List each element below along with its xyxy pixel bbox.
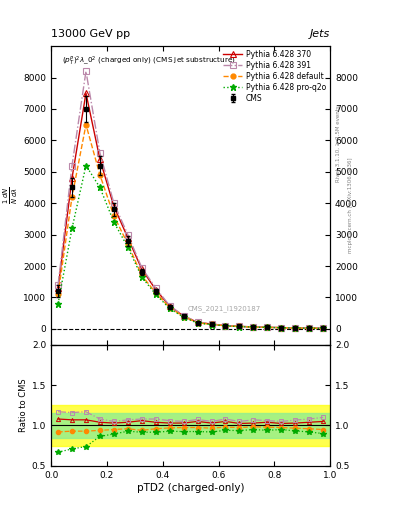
Text: $(p_T^P)^2\lambda\_0^2$ (charged only) (CMS jet substructure): $(p_T^P)^2\lambda\_0^2$ (charged only) (… bbox=[62, 55, 236, 68]
Pythia 6.428 391 bbox=[293, 325, 298, 331]
Pythia 6.428 391 bbox=[112, 200, 116, 206]
Pythia 6.428 pro-q2o bbox=[293, 325, 298, 331]
Pythia 6.428 pro-q2o bbox=[97, 184, 102, 190]
Pythia 6.428 pro-q2o bbox=[181, 314, 186, 321]
Pythia 6.428 default bbox=[265, 324, 270, 330]
Pythia 6.428 default bbox=[209, 322, 214, 328]
Pythia 6.428 default bbox=[153, 290, 158, 296]
Pythia 6.428 391 bbox=[181, 313, 186, 319]
Pythia 6.428 370 bbox=[97, 156, 102, 162]
Pythia 6.428 pro-q2o bbox=[321, 325, 325, 331]
Pythia 6.428 default bbox=[56, 291, 61, 297]
Pythia 6.428 pro-q2o bbox=[237, 324, 242, 330]
Pythia 6.428 370 bbox=[84, 90, 88, 96]
Pythia 6.428 391 bbox=[265, 324, 270, 330]
Text: Jets: Jets bbox=[310, 29, 330, 38]
Pythia 6.428 pro-q2o bbox=[265, 325, 270, 331]
Pythia 6.428 370 bbox=[279, 325, 284, 331]
Y-axis label: $\frac{1}{N}\frac{dN}{d\lambda}$: $\frac{1}{N}\frac{dN}{d\lambda}$ bbox=[2, 186, 20, 204]
Pythia 6.428 pro-q2o bbox=[307, 325, 312, 331]
Pythia 6.428 default bbox=[167, 305, 172, 311]
Pythia 6.428 pro-q2o bbox=[56, 301, 61, 307]
Text: Rivet 3.1.10, ≥ 2.5M events: Rivet 3.1.10, ≥ 2.5M events bbox=[336, 105, 341, 182]
Pythia 6.428 391 bbox=[251, 324, 256, 330]
Pythia 6.428 370 bbox=[167, 303, 172, 309]
Pythia 6.428 default bbox=[97, 172, 102, 178]
Pythia 6.428 default bbox=[251, 324, 256, 330]
Text: mcplots.cern.ch [arXiv:1306.3436]: mcplots.cern.ch [arXiv:1306.3436] bbox=[348, 157, 353, 252]
Pythia 6.428 370 bbox=[70, 175, 74, 181]
Pythia 6.428 391 bbox=[237, 323, 242, 329]
Pythia 6.428 370 bbox=[251, 324, 256, 330]
Pythia 6.428 391 bbox=[167, 303, 172, 309]
Y-axis label: Ratio to CMS: Ratio to CMS bbox=[19, 378, 28, 432]
Pythia 6.428 391 bbox=[223, 323, 228, 329]
Pythia 6.428 default bbox=[237, 324, 242, 330]
Pythia 6.428 default bbox=[112, 212, 116, 219]
Pythia 6.428 370 bbox=[265, 324, 270, 330]
Pythia 6.428 default bbox=[84, 121, 88, 127]
Pythia 6.428 391 bbox=[70, 162, 74, 168]
Legend: Pythia 6.428 370, Pythia 6.428 391, Pythia 6.428 default, Pythia 6.428 pro-q2o, : Pythia 6.428 370, Pythia 6.428 391, Pyth… bbox=[222, 48, 328, 104]
Pythia 6.428 370 bbox=[307, 325, 312, 331]
X-axis label: pTD2 (charged-only): pTD2 (charged-only) bbox=[137, 482, 244, 493]
Pythia 6.428 370 bbox=[209, 321, 214, 327]
Pythia 6.428 default bbox=[181, 313, 186, 319]
Pythia 6.428 370 bbox=[293, 325, 298, 331]
Pythia 6.428 370 bbox=[153, 287, 158, 293]
Pythia 6.428 391 bbox=[97, 150, 102, 156]
Pythia 6.428 391 bbox=[125, 231, 130, 238]
Pythia 6.428 391 bbox=[153, 285, 158, 291]
Pythia 6.428 default bbox=[223, 323, 228, 329]
Pythia 6.428 default bbox=[140, 272, 144, 279]
Pythia 6.428 370 bbox=[181, 313, 186, 319]
Pythia 6.428 391 bbox=[140, 265, 144, 271]
Pythia 6.428 pro-q2o bbox=[251, 324, 256, 330]
Line: Pythia 6.428 391: Pythia 6.428 391 bbox=[55, 69, 326, 331]
Pythia 6.428 391 bbox=[84, 68, 88, 74]
Pythia 6.428 391 bbox=[279, 325, 284, 331]
Pythia 6.428 391 bbox=[195, 319, 200, 325]
Pythia 6.428 391 bbox=[307, 325, 312, 331]
Line: Pythia 6.428 default: Pythia 6.428 default bbox=[56, 122, 325, 331]
Pythia 6.428 370 bbox=[195, 319, 200, 326]
Pythia 6.428 391 bbox=[321, 325, 325, 331]
Pythia 6.428 default bbox=[321, 325, 325, 331]
Pythia 6.428 default bbox=[307, 325, 312, 331]
Pythia 6.428 pro-q2o bbox=[209, 322, 214, 328]
Pythia 6.428 pro-q2o bbox=[112, 219, 116, 225]
Text: CMS_2021_I1920187: CMS_2021_I1920187 bbox=[187, 306, 261, 312]
Pythia 6.428 pro-q2o bbox=[153, 291, 158, 297]
Pythia 6.428 pro-q2o bbox=[167, 306, 172, 312]
Pythia 6.428 391 bbox=[56, 282, 61, 288]
Line: Pythia 6.428 370: Pythia 6.428 370 bbox=[55, 91, 326, 331]
Pythia 6.428 370 bbox=[223, 323, 228, 329]
Pythia 6.428 pro-q2o bbox=[125, 244, 130, 250]
Pythia 6.428 370 bbox=[112, 203, 116, 209]
Pythia 6.428 391 bbox=[209, 321, 214, 327]
Pythia 6.428 370 bbox=[140, 266, 144, 272]
Pythia 6.428 default bbox=[279, 325, 284, 331]
Pythia 6.428 pro-q2o bbox=[223, 323, 228, 329]
Pythia 6.428 pro-q2o bbox=[70, 225, 74, 231]
Pythia 6.428 370 bbox=[56, 285, 61, 291]
Pythia 6.428 default bbox=[125, 241, 130, 247]
Pythia 6.428 default bbox=[70, 194, 74, 200]
Text: 13000 GeV pp: 13000 GeV pp bbox=[51, 29, 130, 38]
Pythia 6.428 370 bbox=[321, 325, 325, 331]
Pythia 6.428 pro-q2o bbox=[84, 162, 88, 168]
Pythia 6.428 pro-q2o bbox=[279, 325, 284, 331]
Pythia 6.428 pro-q2o bbox=[195, 320, 200, 326]
Pythia 6.428 370 bbox=[125, 234, 130, 241]
Pythia 6.428 370 bbox=[237, 323, 242, 329]
Line: Pythia 6.428 pro-q2o: Pythia 6.428 pro-q2o bbox=[55, 162, 327, 332]
Pythia 6.428 pro-q2o bbox=[140, 274, 144, 280]
Pythia 6.428 default bbox=[195, 319, 200, 326]
Pythia 6.428 default bbox=[293, 325, 298, 331]
